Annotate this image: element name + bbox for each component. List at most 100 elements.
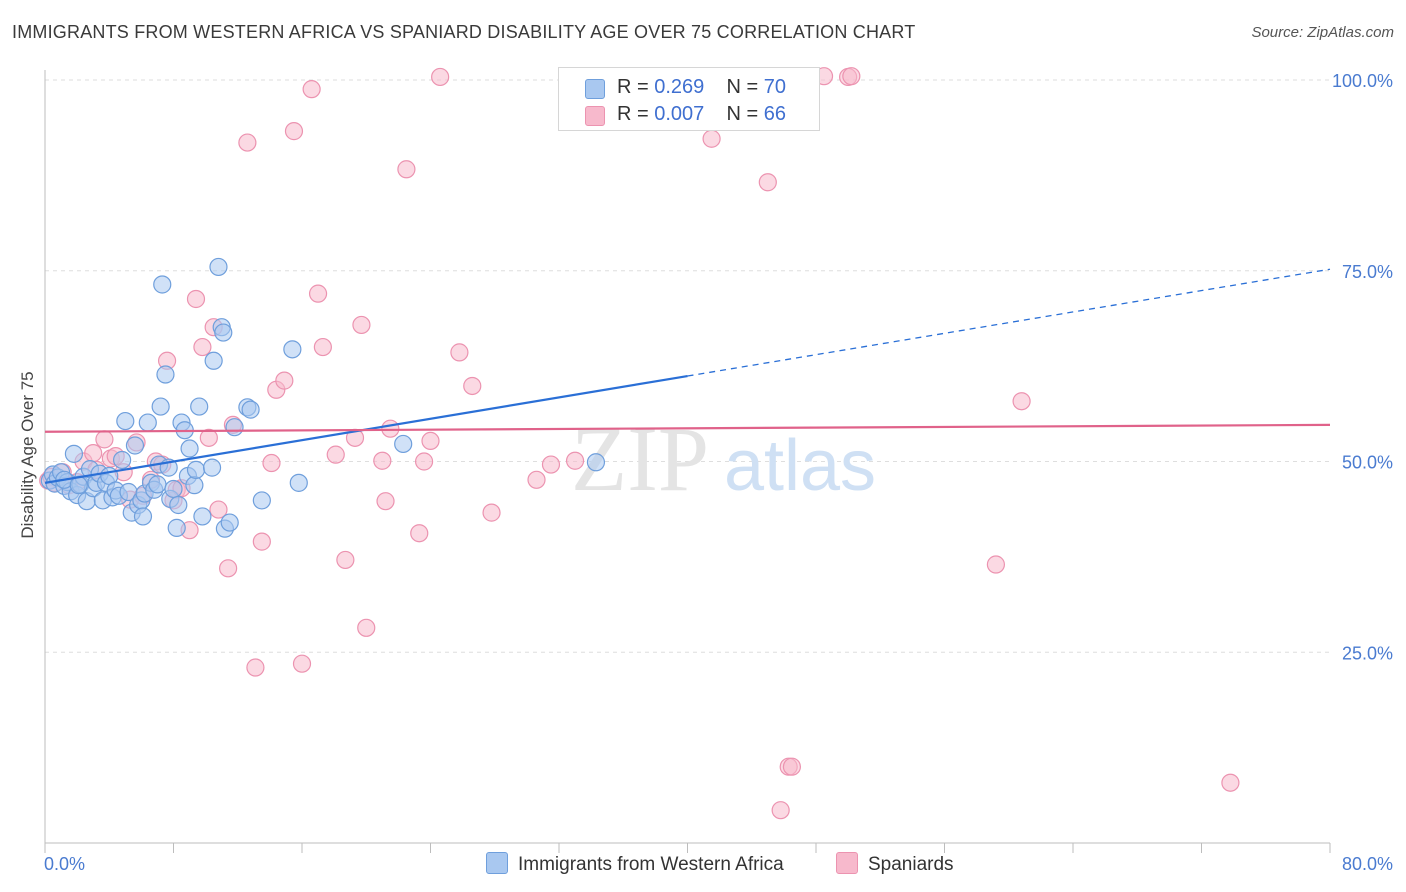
chart-title: IMMIGRANTS FROM WESTERN AFRICA VS SPANIA… bbox=[12, 22, 916, 42]
data-point-spaniards bbox=[541, 455, 561, 474]
data-point-spaniards bbox=[275, 371, 294, 390]
data-point-spaniards bbox=[193, 337, 212, 357]
data-point-spaniards bbox=[238, 133, 257, 152]
data-point-spaniards bbox=[352, 315, 371, 335]
data-point-western-africa bbox=[209, 257, 228, 277]
data-point-spaniards bbox=[381, 419, 400, 438]
data-point-western-africa bbox=[156, 365, 175, 384]
data-point-western-africa bbox=[225, 418, 244, 437]
legend-n-value: 66 bbox=[763, 103, 787, 125]
data-point-western-africa bbox=[204, 351, 223, 370]
data-point-spaniards bbox=[186, 289, 206, 309]
data-point-western-africa bbox=[125, 436, 145, 455]
data-point-spaniards bbox=[782, 757, 802, 776]
data-point-spaniards bbox=[292, 654, 312, 673]
data-point-western-africa bbox=[180, 439, 199, 458]
data-point-spaniards bbox=[463, 376, 482, 396]
legend-label: Spaniards bbox=[868, 854, 954, 875]
data-point-spaniards bbox=[565, 451, 585, 470]
data-point-spaniards bbox=[284, 122, 304, 141]
trend-line-spaniards bbox=[44, 423, 1331, 433]
data-point-spaniards bbox=[431, 67, 450, 87]
y-tick-label: 25.0% bbox=[1342, 643, 1393, 663]
legend-r-value: 0.007 bbox=[654, 103, 705, 125]
legend-label: Immigrants from Western Africa bbox=[518, 854, 784, 875]
data-point-western-africa bbox=[112, 450, 132, 470]
data-point-western-africa bbox=[153, 275, 172, 294]
data-point-western-africa bbox=[220, 513, 239, 532]
legend-swatch-blue bbox=[585, 79, 605, 99]
legend-r-label: R = bbox=[617, 103, 655, 125]
data-point-spaniards bbox=[326, 445, 345, 464]
data-point-spaniards bbox=[986, 555, 1006, 574]
data-point-spaniards bbox=[758, 173, 777, 192]
data-point-spaniards bbox=[414, 452, 434, 471]
data-point-spaniards bbox=[771, 801, 790, 820]
legend-swatch-pink bbox=[585, 106, 605, 126]
source-label: Source: ZipAtlas.com bbox=[1251, 24, 1394, 41]
legend-r-value: 0.269 bbox=[654, 76, 705, 98]
bottom-legend-spaniards: Spaniards bbox=[836, 852, 954, 876]
data-point-spaniards bbox=[302, 80, 321, 99]
y-tick-label: 75.0% bbox=[1342, 262, 1393, 282]
data-point-spaniards bbox=[246, 658, 265, 677]
data-point-spaniards bbox=[336, 550, 355, 570]
western-africa-points bbox=[40, 257, 606, 538]
data-point-spaniards bbox=[410, 524, 429, 543]
data-point-western-africa bbox=[289, 473, 308, 492]
data-point-spaniards bbox=[84, 444, 103, 463]
y-tick-label: 100.0% bbox=[1332, 71, 1393, 91]
data-point-western-africa bbox=[241, 400, 260, 419]
data-point-western-africa bbox=[283, 340, 302, 359]
data-point-western-africa bbox=[186, 460, 206, 479]
data-point-spaniards bbox=[219, 559, 238, 578]
data-point-western-africa bbox=[202, 458, 222, 477]
data-point-spaniards bbox=[450, 343, 469, 362]
tick-labels: 25.0% 50.0% 75.0% 100.0% 0.0% 80.0% bbox=[44, 71, 1393, 874]
data-point-spaniards bbox=[209, 500, 228, 519]
data-point-spaniards bbox=[357, 618, 376, 637]
data-point-spaniards bbox=[482, 503, 501, 522]
data-point-western-africa bbox=[133, 507, 153, 526]
trend-line-western-africa-projection bbox=[687, 268, 1331, 377]
watermark-atlas: atlas bbox=[724, 426, 876, 506]
data-point-western-africa bbox=[214, 323, 233, 342]
data-point-spaniards bbox=[313, 337, 332, 357]
data-point-western-africa bbox=[169, 495, 188, 515]
data-point-spaniards bbox=[262, 453, 281, 473]
data-point-spaniards bbox=[527, 470, 546, 489]
data-point-spaniards bbox=[397, 160, 416, 179]
data-point-western-africa bbox=[151, 397, 170, 416]
data-point-western-africa bbox=[190, 397, 209, 416]
data-point-spaniards bbox=[1012, 392, 1031, 411]
y-tick-label: 50.0% bbox=[1342, 453, 1393, 473]
data-point-spaniards bbox=[95, 430, 114, 449]
data-point-western-africa bbox=[193, 507, 212, 526]
bottom-legend-western-africa: Immigrants from Western Africa bbox=[486, 852, 784, 876]
legend-swatch-blue bbox=[486, 852, 508, 874]
data-point-spaniards bbox=[199, 428, 218, 447]
data-point-spaniards bbox=[252, 532, 271, 551]
legend-swatch-pink bbox=[836, 852, 858, 874]
legend-n-label: N = bbox=[726, 103, 764, 125]
axes bbox=[44, 70, 1331, 853]
data-point-spaniards bbox=[376, 492, 395, 511]
data-point-western-africa bbox=[164, 479, 183, 499]
data-point-spaniards bbox=[702, 129, 721, 148]
data-point-western-africa bbox=[116, 411, 135, 431]
legend-n-value: 70 bbox=[763, 76, 787, 98]
data-point-spaniards bbox=[308, 284, 328, 303]
data-point-western-africa bbox=[167, 518, 186, 537]
data-point-western-africa bbox=[64, 444, 84, 463]
data-point-spaniards bbox=[1221, 773, 1240, 792]
trend-lines bbox=[44, 268, 1331, 484]
data-point-western-africa bbox=[394, 434, 413, 454]
data-point-western-africa bbox=[185, 476, 204, 495]
gridlines bbox=[45, 79, 1330, 653]
data-point-western-africa bbox=[586, 453, 606, 472]
legend-r-label: R = bbox=[617, 76, 655, 98]
data-point-spaniards bbox=[373, 451, 392, 470]
watermark: ZIP atlas bbox=[571, 408, 876, 510]
data-point-spaniards bbox=[421, 431, 440, 450]
